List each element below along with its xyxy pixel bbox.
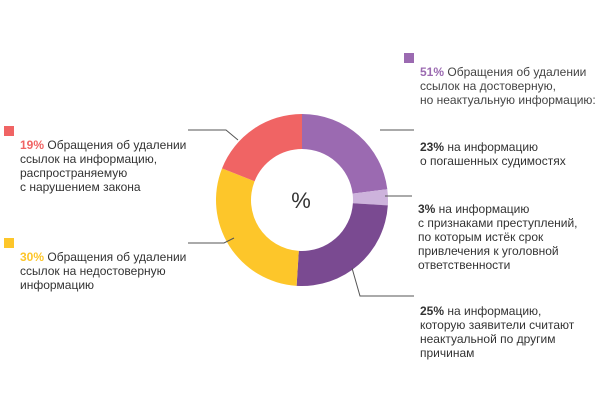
- legend-square-51: [404, 53, 414, 63]
- slice-23: [302, 114, 388, 194]
- label-51-text: Обращения об удалении ссылок на достовер…: [420, 65, 596, 107]
- label-23-pct: 23%: [420, 140, 445, 154]
- label-19-pct: 19%: [20, 138, 45, 152]
- label-19: 19% Обращения об удалении ссылок на инфо…: [20, 124, 200, 194]
- slice-30: [216, 168, 299, 286]
- label-19-text: Обращения об удалении ссылок на информац…: [20, 138, 187, 194]
- leader-30: [188, 237, 235, 244]
- label-3-text: на информацию с признаками преступлений,…: [418, 202, 578, 272]
- label-51-pct: 51%: [420, 65, 445, 79]
- label-51: 51% Обращения об удалении ссылок на дост…: [420, 51, 600, 107]
- label-30-pct: 30%: [20, 250, 45, 264]
- label-23: 23% на информацию о погашенных судимостя…: [420, 126, 595, 168]
- label-25-pct: 25%: [420, 304, 445, 318]
- legend-square-30: [4, 238, 14, 248]
- slice-3: [352, 189, 388, 206]
- label-30: 30% Обращения об удалении ссылок на недо…: [20, 236, 200, 292]
- slice-19: [222, 114, 302, 182]
- leader-19: [188, 129, 239, 141]
- label-30-text: Обращения об удалении ссылок на недостов…: [20, 250, 187, 292]
- label-3: 3% на информацию с признаками преступлен…: [418, 188, 598, 272]
- legend-square-19: [4, 126, 14, 136]
- label-25-text: на информацию, которую заявители считают…: [420, 304, 575, 360]
- label-23-text: на информацию о погашенных судимостях: [420, 140, 566, 168]
- leader-25: [351, 267, 414, 297]
- slice-25: [296, 203, 388, 287]
- label-25: 25% на информацию, которую заявители счи…: [420, 290, 600, 360]
- center-percent-symbol: %: [291, 188, 311, 213]
- label-3-pct: 3%: [418, 202, 436, 216]
